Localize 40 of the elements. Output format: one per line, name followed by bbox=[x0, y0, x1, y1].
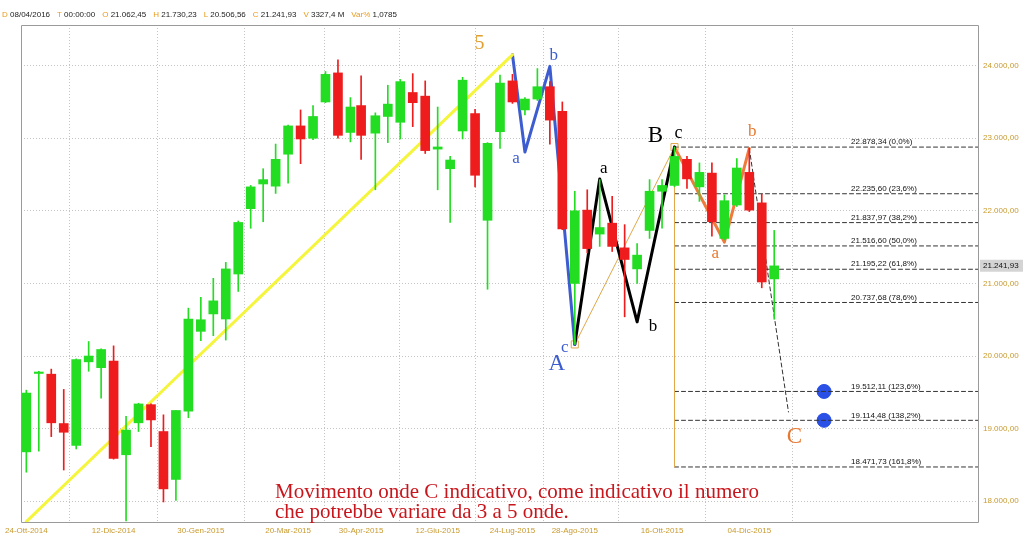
annotation: B bbox=[647, 122, 664, 148]
text: 21.241,93 bbox=[983, 261, 1020, 271]
annotation: b bbox=[648, 316, 658, 336]
annotation: 21.195,22 (61,8%) bbox=[851, 259, 918, 269]
x-tick-label: 12-Dic-2014 bbox=[91, 526, 136, 535]
x-tick-label: 30-Apr-2015 bbox=[338, 526, 384, 535]
annotation: 21.837,97 (38,2%) bbox=[851, 212, 918, 222]
annotation: a bbox=[599, 158, 608, 178]
annotation: 19.114,48 (138,2%) bbox=[851, 410, 922, 420]
annotation: 19.512,11 (123,6%) bbox=[851, 381, 922, 391]
x-tick-label: 28-Ago-2015 bbox=[551, 526, 599, 535]
y-tick-label: 19.000,00 bbox=[983, 423, 1020, 433]
annotation: 21.516,60 (50,0%) bbox=[851, 236, 918, 246]
annotation: c bbox=[674, 121, 683, 142]
annotation: 5 bbox=[474, 31, 485, 54]
y-tick-label: 20.000,00 bbox=[983, 351, 1020, 361]
text: D 08/04/2016 T 00:00:00 O 21.062,45 H 21.730,23 L 20.506,56 C 21.241,93 V 3327,4 M Var% 1,0785 bbox=[2, 10, 397, 19]
annotation: 18.471,73 (161,8%) bbox=[851, 457, 922, 467]
annotation: a bbox=[711, 242, 720, 262]
annotation: C bbox=[786, 422, 803, 448]
x-tick-label: 16-Ott-2015 bbox=[640, 526, 684, 535]
annotation: 22.878,34 (0,0%) bbox=[851, 137, 913, 147]
x-tick-label: 24-Ott-2014 bbox=[4, 526, 49, 535]
annotation: Movimento onde C indicativo, come indicativo il numero bbox=[275, 479, 760, 503]
x-tick-label: 12-Giu-2015 bbox=[415, 526, 461, 535]
y-tick-label: 22.000,00 bbox=[983, 206, 1020, 216]
y-tick-label: 23.000,00 bbox=[983, 133, 1020, 143]
x-tick-label: 24-Lug-2015 bbox=[489, 526, 536, 535]
annotation: 22.235,60 (23,6%) bbox=[851, 183, 918, 193]
y-tick-label: 24.000,00 bbox=[983, 60, 1020, 70]
x-tick-label: 04-Dic-2015 bbox=[727, 526, 772, 535]
y-tick-label: 21.000,00 bbox=[983, 278, 1020, 288]
annotation: 20.737,68 (78,6%) bbox=[851, 292, 918, 302]
annotation: b bbox=[549, 44, 559, 64]
y-tick-label: 18.000,00 bbox=[983, 496, 1020, 506]
x-tick-label: 30-Gen-2015 bbox=[177, 526, 225, 535]
annotation: c bbox=[561, 336, 570, 356]
annotation: b bbox=[748, 120, 757, 140]
annotation: a bbox=[512, 147, 521, 167]
x-tick-label: 20-Mar-2015 bbox=[265, 526, 312, 535]
